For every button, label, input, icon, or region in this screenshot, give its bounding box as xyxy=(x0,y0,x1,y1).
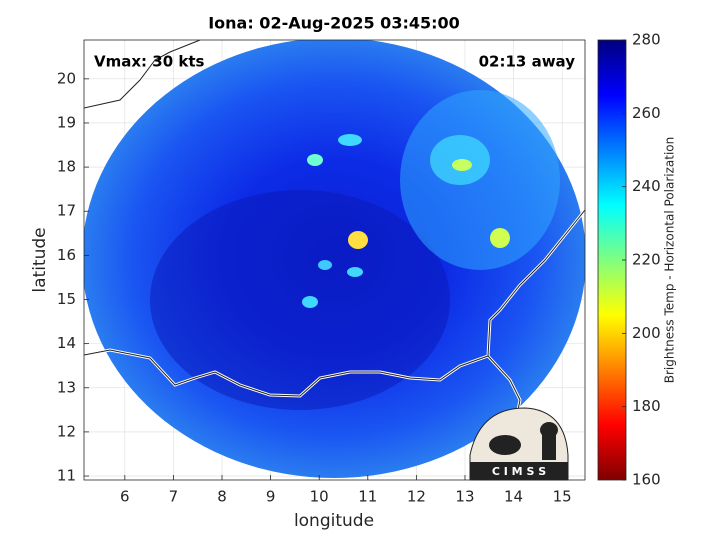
colorbar-tick-label: 160 xyxy=(632,471,661,489)
y-tick-label: 11 xyxy=(57,467,76,485)
satellite-image xyxy=(84,40,585,478)
y-tick-label: 12 xyxy=(57,422,76,440)
logo-text: C I M S S xyxy=(492,465,546,478)
x-tick-label: 6 xyxy=(120,488,130,506)
logo: C I M S S xyxy=(469,407,569,481)
annotation: Vmax: 30 kts xyxy=(94,53,204,71)
x-tick-label: 10 xyxy=(310,488,329,506)
x-tick-label: 7 xyxy=(169,488,179,506)
colorbar-tick-label: 240 xyxy=(632,177,661,195)
x-tick-label: 12 xyxy=(407,488,426,506)
y-tick-label: 19 xyxy=(57,113,76,131)
colorbar-tick-label: 180 xyxy=(632,397,661,415)
y-axis-label: latitude xyxy=(30,227,50,292)
y-tick-label: 16 xyxy=(57,246,76,264)
colorbar-tick-label: 280 xyxy=(632,31,661,49)
y-tick-label: 13 xyxy=(57,378,76,396)
x-tick-label: 11 xyxy=(358,488,377,506)
y-tick-label: 15 xyxy=(57,290,76,308)
y-tick-label: 14 xyxy=(57,334,76,352)
x-tick-label: 13 xyxy=(455,488,474,506)
chart-title: Iona: 02-Aug-2025 03:45:00 xyxy=(208,14,460,33)
x-tick-label: 8 xyxy=(217,488,227,506)
x-tick-label: 14 xyxy=(504,488,523,506)
y-tick-label: 20 xyxy=(57,69,76,87)
colorbar-tick-label: 200 xyxy=(632,324,661,342)
annotation: 02:13 away xyxy=(479,53,576,71)
colorbar-label: Brightness Temp - Horizontal Polarizatio… xyxy=(663,137,677,384)
colorbar-tick-label: 260 xyxy=(632,104,661,122)
x-tick-label: 15 xyxy=(553,488,572,506)
y-tick-label: 17 xyxy=(57,202,76,220)
x-tick-label: 9 xyxy=(266,488,276,506)
plot-frame xyxy=(83,39,586,481)
x-axis-label: longitude xyxy=(294,511,374,531)
colorbar-tick-label: 220 xyxy=(632,251,661,269)
y-tick-label: 18 xyxy=(57,158,76,176)
colorbar xyxy=(597,39,627,481)
